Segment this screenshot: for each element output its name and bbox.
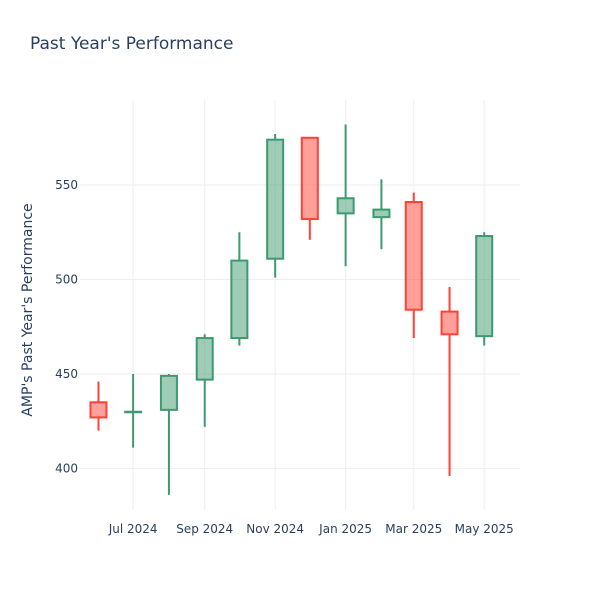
candle-body: [336, 197, 355, 215]
candle: [404, 192, 423, 339]
x-tick-label: Jan 2025: [318, 522, 372, 536]
candle: [440, 287, 459, 476]
x-tick-label: May 2025: [455, 522, 514, 536]
y-tick-label: 500: [55, 272, 78, 286]
candle-body: [195, 337, 214, 381]
candle-body: [266, 138, 285, 260]
candle: [266, 134, 285, 278]
x-tick-label: Jul 2024: [108, 522, 158, 536]
candle-body: [159, 374, 178, 411]
y-tick-label: 450: [55, 367, 78, 381]
candle-body: [404, 201, 423, 311]
candle: [159, 373, 178, 495]
candle: [336, 124, 355, 267]
candle: [89, 381, 108, 431]
candle-body: [124, 410, 143, 414]
candle: [195, 334, 214, 427]
candle-body: [230, 259, 249, 340]
candle: [230, 232, 249, 346]
y-tick-label: 400: [55, 461, 78, 475]
x-tick-label: Sep 2024: [176, 522, 233, 536]
candle-body: [89, 401, 108, 419]
candle-body: [300, 136, 319, 221]
candle: [475, 232, 494, 346]
y-axis-label: AMP's Past Year's Performance: [20, 203, 36, 416]
candles: [89, 124, 494, 495]
candle: [372, 179, 391, 250]
candle: [300, 136, 319, 240]
y-tick-label: 550: [55, 178, 78, 192]
x-tick-label: Nov 2024: [246, 522, 304, 536]
candle-body: [372, 208, 391, 219]
candle-body: [475, 235, 494, 338]
candle-body: [440, 310, 459, 336]
x-axis-ticks: Jul 2024 Sep 2024 Nov 2024 Jan 2025 Mar 2025…: [108, 522, 514, 536]
grid-lines: [80, 100, 520, 510]
x-tick-label: Mar 2025: [385, 522, 442, 536]
y-axis-ticks: 400 450 500 550: [55, 178, 78, 475]
chart-title: Past Year's Performance: [30, 34, 234, 54]
candle: [124, 373, 143, 448]
